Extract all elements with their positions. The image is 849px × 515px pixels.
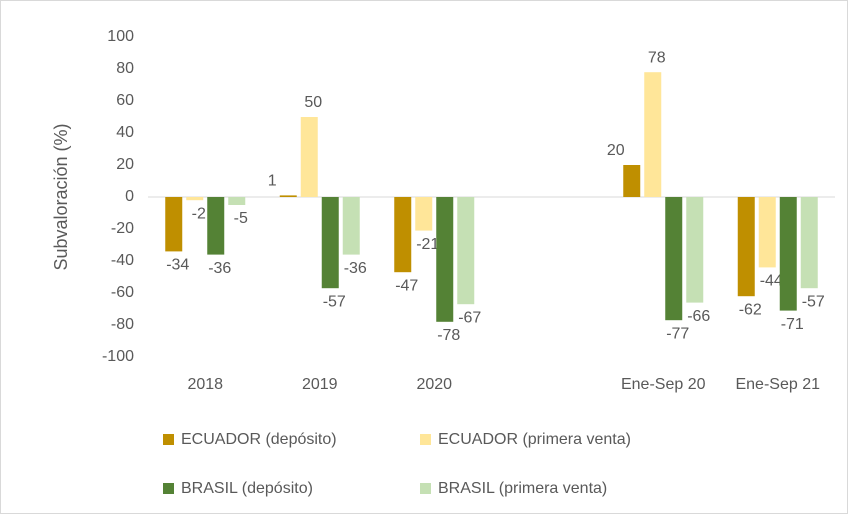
legend-label: BRASIL (primera venta) (438, 480, 607, 497)
data-label: -21 (416, 236, 439, 253)
y-tick-label: 100 (107, 28, 134, 45)
y-tick-label: 0 (125, 188, 134, 205)
data-label: -62 (739, 301, 762, 318)
bar (207, 197, 225, 255)
bar (415, 197, 433, 231)
bar (800, 197, 818, 289)
bar (186, 197, 204, 201)
bar (300, 117, 318, 197)
legend-swatch (163, 483, 174, 494)
bar (779, 197, 797, 311)
data-label: -66 (687, 308, 710, 325)
legend-swatch (420, 434, 431, 445)
bar (342, 197, 360, 255)
x-tick-label: 2019 (302, 376, 338, 393)
data-label: -36 (344, 260, 367, 277)
legend-swatch (163, 434, 174, 445)
y-tick-label: 20 (116, 156, 134, 173)
data-label: 50 (304, 94, 322, 111)
bar (279, 195, 297, 197)
data-label: -2 (192, 205, 206, 222)
data-label: -71 (781, 316, 804, 333)
data-label: -57 (323, 293, 346, 310)
bar (665, 197, 683, 321)
y-tick-label: -60 (111, 284, 134, 301)
data-label: 20 (607, 142, 625, 159)
legend-label: ECUADOR (primera venta) (438, 431, 631, 448)
bar (457, 197, 475, 305)
data-label: -47 (395, 277, 418, 294)
data-label: -77 (666, 325, 689, 342)
data-label: -5 (234, 210, 248, 227)
bar (758, 197, 776, 268)
data-label: -36 (208, 260, 231, 277)
data-label: -34 (166, 257, 189, 274)
bar (165, 197, 183, 252)
bar (623, 165, 641, 197)
legend-swatch (420, 483, 431, 494)
data-label: -44 (760, 273, 783, 290)
data-label: -78 (437, 327, 460, 344)
bar (436, 197, 454, 322)
x-tick-label: Ene-Sep 20 (621, 376, 706, 393)
bar (321, 197, 339, 289)
bar (686, 197, 704, 303)
y-tick-label: 80 (116, 60, 134, 77)
y-tick-label: -100 (102, 348, 134, 365)
data-label: -67 (458, 309, 481, 326)
data-label: 1 (268, 173, 277, 190)
bar (737, 197, 755, 297)
y-tick-label: -20 (111, 220, 134, 237)
legend-label: BRASIL (depósito) (181, 480, 313, 497)
bar (394, 197, 412, 273)
bar (644, 72, 662, 197)
y-tick-label: 60 (116, 92, 134, 109)
data-label: 78 (648, 49, 666, 66)
x-tick-label: 2020 (416, 376, 452, 393)
y-tick-label: -40 (111, 252, 134, 269)
y-tick-label: -80 (111, 316, 134, 333)
data-label: -57 (802, 293, 825, 310)
legend-label: ECUADOR (depósito) (181, 431, 337, 448)
x-tick-label: 2018 (187, 376, 223, 393)
y-tick-label: 40 (116, 124, 134, 141)
x-tick-label: Ene-Sep 21 (735, 376, 820, 393)
y-axis-title: Subvaloración (%) (51, 123, 71, 270)
bar (228, 197, 246, 205)
